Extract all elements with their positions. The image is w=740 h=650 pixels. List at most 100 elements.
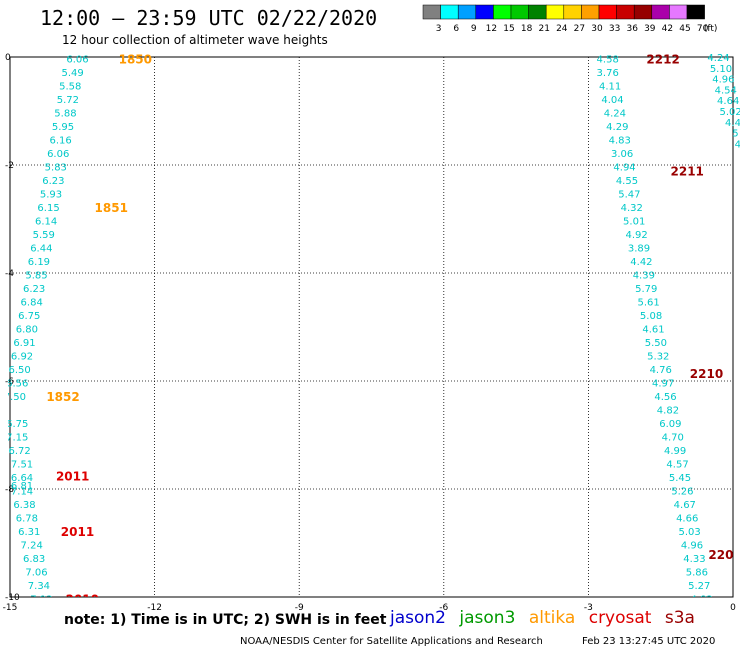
wave-height-value: 6.80 [16,325,38,336]
colorbar-swatch [510,4,529,20]
wave-height-value: 6.91 [13,338,35,349]
wave-height-value: 6.31 [18,527,40,538]
wave-height-value: 5.83 [45,163,67,174]
wave-height-value: 5.03 [678,527,700,538]
wave-height-value: 6.56 [6,379,28,390]
pass-time-label: 1852 [46,390,79,404]
wave-height-value: 5.08 [640,311,662,322]
pass-time-label: 2011 [56,470,89,484]
chart-title: 12:00 — 23:59 UTC 02/22/2020 [40,6,378,30]
wave-height-value: 4.57 [666,460,688,471]
lat-tick-label: -4 [5,269,14,279]
wave-height-value: 6.83 [23,554,45,565]
wave-height-value: 6.75 [6,419,28,430]
wave-height-value: 3.89 [628,244,650,255]
wave-height-value: 7.06 [25,568,47,579]
colorbar-label: 27 [574,24,585,34]
wave-height-value: 6.64 [11,473,33,484]
pass-time-label: 220 [708,548,733,562]
colorbar-swatch [545,4,565,20]
wave-height-value: 6.06 [47,149,69,160]
colorbar-swatch [563,4,582,20]
wave-height-value: 7.14 [11,487,33,498]
pass-time-label: 2011 [61,525,94,539]
wave-height-value: 5.50 [645,338,667,349]
wave-height-value: 4.32 [621,203,643,214]
wave-height-value: 5.95 [52,122,74,133]
wave-height-value: 5.58 [59,82,81,93]
wave-height-value: 4.96 [712,75,734,86]
wave-height-value: 4.56 [654,392,676,403]
pass-time-label: 2210 [690,367,723,381]
legend-cryosat: cryosat [588,608,652,628]
wave-height-value: 6.72 [9,446,31,457]
wave-height-value: 3.76 [597,68,619,79]
colorbar-unit: (ft) [704,24,718,34]
colorbar-swatch [581,4,600,20]
wave-height-value: 4.82 [657,406,679,417]
wave-height-value: 4.83 [609,136,631,147]
footnote: note: 1) Time is in UTC; 2) SWH is in fe… [64,612,387,628]
pass-time-label: 2211 [671,164,704,178]
colorbar-label: 30 [591,24,603,34]
colorbar-label: 6 [453,24,459,34]
lat-tick-label: -8 [5,485,14,495]
wave-height-value: 5.72 [57,95,79,106]
lon-tick-label: -6 [439,603,448,613]
wave-height-value: 4.55 [616,176,638,187]
wave-height-value: 4.04 [601,95,623,106]
wave-height-value: 5.49 [62,68,84,79]
wave-height-value: 6.38 [13,500,35,511]
wave-height-value: 5.02 [719,107,740,118]
wave-height-value: 5.27 [688,581,710,592]
wave-height-value: 5.79 [635,284,657,295]
wave-height-value: 5.47 [618,190,640,201]
wave-height-value: 6.81 [11,481,33,492]
colorbar-swatch [422,4,441,20]
wave-height-value: 6.14 [35,217,57,228]
wave-height-value: 5.93 [40,190,62,201]
wave-height-value: 7.51 [11,460,33,471]
colorbar-swatch [528,4,547,20]
wave-height-value: 4.70 [662,433,684,444]
colorbar-swatch [686,4,705,20]
colorbar-swatch [633,4,653,20]
wave-height-value: 5 [732,129,738,140]
wave-height-value: 6.92 [11,352,33,363]
legend-altika: altika [528,608,576,628]
wave-height-value: 6.75 [18,311,40,322]
wave-height-value: 5.59 [33,230,55,241]
wave-height-value: 5.85 [25,271,47,282]
wave-height-value: 4.76 [650,365,672,376]
wave-height-value: 4.96 [681,541,703,552]
colorbar-label: 9 [471,24,477,34]
wave-height-value: 7.34 [28,581,50,592]
legend-s3a: s3a [664,608,695,628]
wave-height-value: 6.84 [21,298,43,309]
legend-jason3: jason3 [459,608,516,628]
wave-height-value: 5.26 [671,487,693,498]
colorbar-swatch [651,4,670,20]
wave-height-value: 4.82 [691,595,713,606]
wave-height-value: 6.23 [23,284,45,295]
pass-time-label: 1850 [119,53,152,67]
wave-height-value: 7.15 [6,433,28,444]
lat-tick-label: -10 [5,593,20,603]
colorbar-label: 3 [436,24,442,34]
lon-tick-label: -15 [3,603,18,613]
colorbar-label: 18 [521,24,533,34]
pass-time-label: 2212 [646,53,679,67]
lon-tick-label: -3 [584,603,593,613]
lon-tick-label: -9 [295,603,304,613]
wave-height-value: 6.09 [659,419,681,430]
wave-height-value: 6.78 [16,514,38,525]
wave-height-value: 4.94 [613,163,635,174]
wave-height-value: 4.42 [630,257,652,268]
wave-height-value: 4.61 [642,325,664,336]
wave-height-value: 4.67 [674,500,696,511]
pass-time-label: 1851 [95,201,128,215]
colorbar-label: 33 [609,24,620,34]
colorbar-swatch [440,4,459,20]
lat-tick-label: -2 [5,161,14,171]
generated-timestamp: Feb 23 13:27:45 UTC 2020 [582,636,716,647]
